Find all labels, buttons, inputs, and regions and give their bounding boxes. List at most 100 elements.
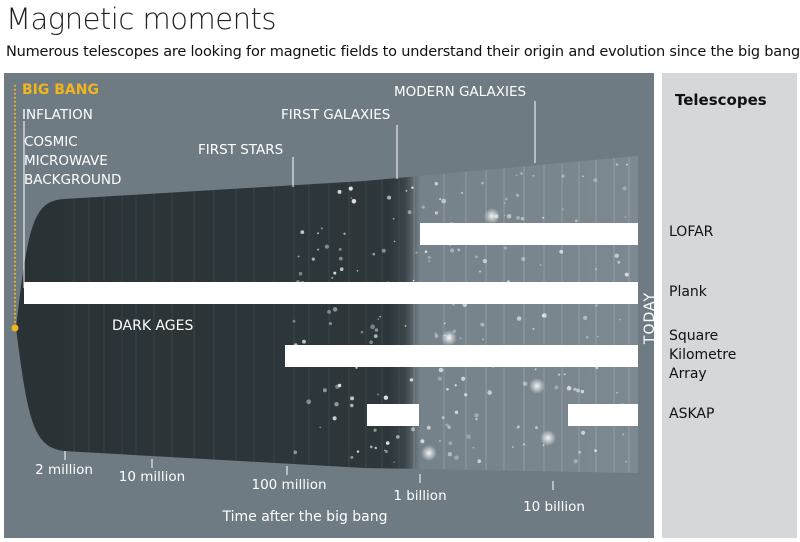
galaxy-dot bbox=[532, 327, 535, 330]
galaxy-dot bbox=[302, 339, 306, 344]
tick-label-10-million: 10 million bbox=[118, 469, 186, 485]
galaxy-dot bbox=[334, 402, 339, 407]
telescope-lofar-label: LOFAR bbox=[669, 224, 714, 240]
galaxy-dot bbox=[454, 410, 459, 414]
galaxy-dot bbox=[343, 232, 346, 235]
galaxy-dot bbox=[393, 461, 395, 464]
cmb-label-line1: COSMIC bbox=[24, 134, 78, 150]
galaxy-dot bbox=[580, 389, 585, 394]
galaxy-dot bbox=[515, 174, 518, 177]
big-bang-label: BIG BANG bbox=[22, 82, 99, 98]
galaxy-dot bbox=[554, 385, 559, 390]
galaxy-dot bbox=[319, 426, 322, 429]
galaxy-dot bbox=[619, 318, 622, 321]
galaxy-dot bbox=[332, 307, 338, 312]
galaxy-dot bbox=[324, 244, 329, 249]
galaxy-dot bbox=[622, 186, 627, 191]
galaxy-dot bbox=[379, 315, 382, 318]
galaxy-dot bbox=[542, 216, 545, 219]
cmb-label-line2: MICROWAVE bbox=[24, 153, 108, 169]
galaxy-dot bbox=[415, 251, 418, 254]
galaxy-dot bbox=[566, 385, 572, 391]
galaxy-dot bbox=[441, 416, 445, 420]
galaxy-dot bbox=[311, 257, 315, 261]
galaxy-dot bbox=[381, 248, 386, 253]
galaxy-dot bbox=[583, 315, 588, 320]
telescope-ska-label-line1: Square bbox=[669, 328, 719, 344]
galaxy-dot bbox=[377, 318, 380, 321]
sidebar-heading: Telescopes bbox=[675, 91, 767, 109]
galaxy-dot bbox=[333, 271, 337, 275]
galaxy-dot bbox=[448, 441, 453, 446]
galaxy-dot bbox=[454, 384, 457, 387]
galaxy-dot bbox=[516, 426, 519, 430]
galaxy-dot bbox=[573, 459, 578, 464]
galaxy-dot bbox=[466, 434, 471, 439]
galaxy-dot bbox=[517, 425, 520, 428]
galaxy-dot bbox=[503, 214, 506, 217]
galaxy-dot bbox=[292, 319, 296, 323]
galaxy-dot bbox=[428, 260, 431, 262]
galaxy-dot bbox=[339, 267, 344, 271]
galaxy-dot bbox=[480, 322, 485, 327]
galaxy-dot bbox=[297, 255, 300, 258]
galaxy-dot bbox=[581, 430, 586, 435]
galaxy-dot bbox=[438, 367, 444, 373]
galaxy-dot bbox=[559, 249, 564, 254]
galaxy-dot bbox=[434, 211, 439, 215]
telescope-ska-label-line2: Kilometre bbox=[669, 347, 737, 363]
galaxy-dot bbox=[616, 391, 619, 394]
galaxy-dot bbox=[461, 376, 466, 381]
galaxy-dot bbox=[614, 253, 619, 258]
galaxy-dot bbox=[338, 247, 342, 251]
galaxy-dot bbox=[356, 450, 360, 453]
galaxy-dot bbox=[625, 460, 628, 463]
galaxy-dot bbox=[532, 174, 535, 177]
galaxy-dot bbox=[351, 199, 357, 204]
galaxy-dot bbox=[434, 332, 437, 335]
first-galaxies-label: FIRST GALAXIES bbox=[281, 107, 391, 123]
galaxy-dot bbox=[327, 309, 332, 314]
galaxy-dot bbox=[337, 189, 342, 194]
galaxy-glow bbox=[529, 378, 545, 394]
galaxy-dot bbox=[516, 216, 520, 220]
galaxy-dot bbox=[459, 337, 462, 340]
dark-ages-label: DARK AGES bbox=[112, 318, 194, 334]
telescope-ska-label-line3: Array bbox=[669, 366, 707, 382]
galaxy-dot bbox=[384, 450, 388, 453]
galaxy-dot bbox=[405, 189, 408, 192]
galaxy-dot bbox=[424, 250, 428, 253]
big-bang-point bbox=[11, 324, 19, 332]
galaxy-dot bbox=[593, 178, 598, 182]
galaxy-dot bbox=[317, 232, 319, 235]
galaxy-dot bbox=[437, 376, 442, 381]
galaxy-dot bbox=[396, 435, 400, 439]
galaxy-glow bbox=[421, 445, 437, 461]
galaxy-dot bbox=[374, 446, 377, 450]
galaxy-dot bbox=[443, 322, 446, 325]
galaxy-dot bbox=[625, 163, 628, 166]
galaxy-dot bbox=[331, 276, 334, 279]
galaxy-dot bbox=[322, 388, 327, 393]
galaxy-glow bbox=[484, 208, 500, 224]
galaxy-dot bbox=[450, 248, 455, 253]
galaxy-dot bbox=[447, 452, 453, 457]
plank-bar bbox=[24, 282, 638, 304]
galaxy-dot bbox=[298, 271, 303, 276]
galaxy-dot bbox=[482, 259, 487, 264]
tick-label-1-billion: 1 billion bbox=[393, 488, 447, 504]
galaxy-dot bbox=[561, 174, 565, 178]
galaxy-dot bbox=[574, 219, 578, 223]
tick-label-2-million: 2 million bbox=[35, 462, 93, 478]
askap-bar-late bbox=[568, 404, 638, 426]
galaxy-dot bbox=[460, 191, 464, 195]
galaxy-dot bbox=[475, 255, 478, 259]
axis-title: Time after the big bang bbox=[222, 509, 388, 525]
galaxy-dot bbox=[477, 459, 482, 464]
galaxy-dot bbox=[350, 197, 353, 199]
galaxy-dot bbox=[504, 246, 508, 250]
askap-bar-early bbox=[367, 404, 419, 426]
modern-galaxies-label: MODERN GALAXIES bbox=[394, 84, 527, 100]
galaxy-dot bbox=[511, 446, 514, 448]
galaxy-dot bbox=[350, 403, 354, 408]
